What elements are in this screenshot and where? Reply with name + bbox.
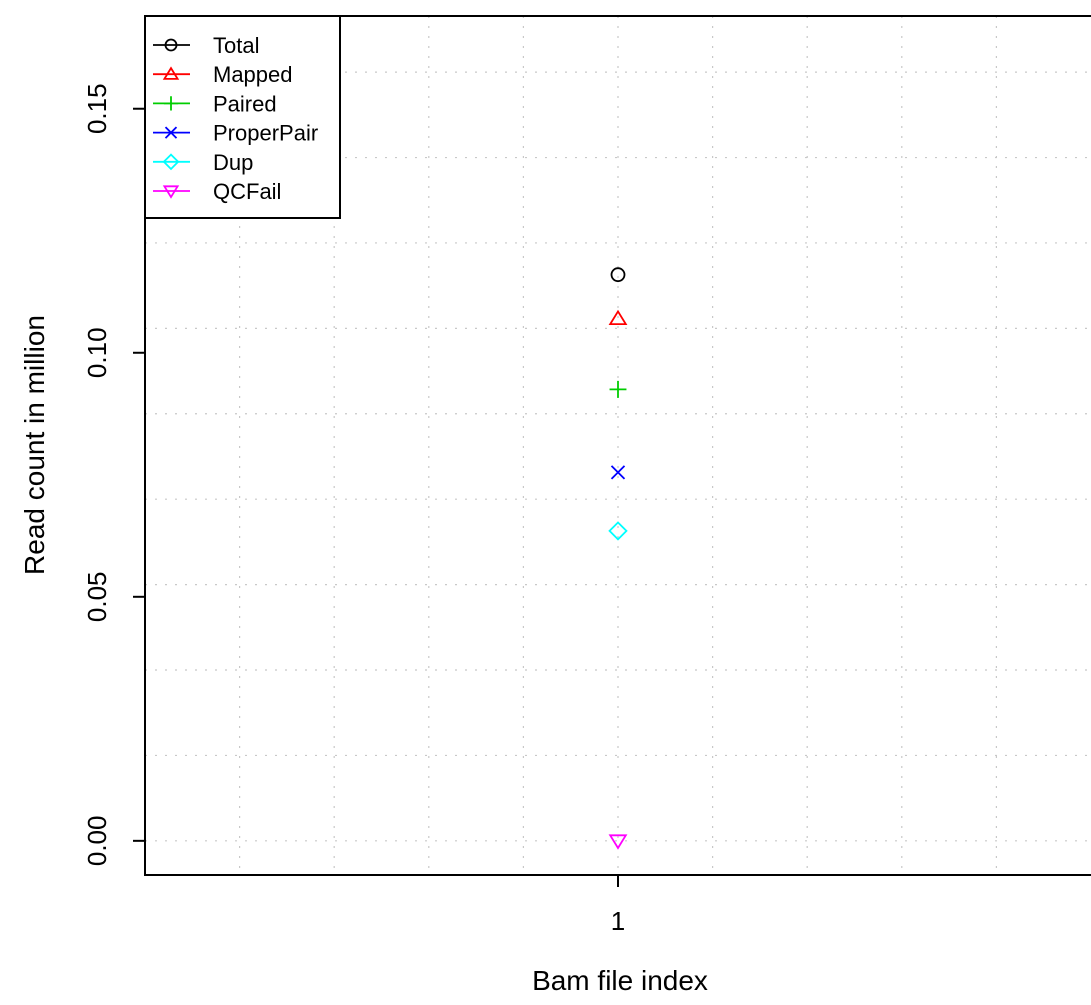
point-mapped <box>608 309 628 326</box>
y-tick-label: 0.05 <box>82 571 112 622</box>
x-tick-label: 1 <box>611 906 625 936</box>
legend-label-dup: Dup <box>213 150 253 175</box>
legend-label-properpair: ProperPair <box>213 121 318 146</box>
point-qcfail <box>608 834 628 850</box>
plot-frame <box>144 15 1091 876</box>
y-axis-title: Read count in million <box>19 315 50 575</box>
legend-label-paired: Paired <box>213 91 277 116</box>
legend-marker-mapped <box>162 66 180 80</box>
legend-marker-properpair <box>164 126 178 139</box>
data-points <box>608 267 628 850</box>
x-axis-title: Bam file index <box>532 965 708 996</box>
point-total <box>610 267 626 283</box>
legend: Total Mapped Paired ProperPair Dup QCFail <box>144 15 341 219</box>
legend-marker-dup <box>162 153 180 171</box>
axes: 0.00 0.05 0.10 0.15 1 <box>82 15 1091 936</box>
legend-label-mapped: Mapped <box>213 62 293 87</box>
legend-label-qcfail: QCFail <box>213 179 281 204</box>
y-tick-label: 0.10 <box>82 327 112 378</box>
point-paired <box>609 380 627 398</box>
point-dup <box>608 521 628 541</box>
legend-marker-total <box>164 38 178 52</box>
legend-box <box>144 15 341 219</box>
y-tick-label: 0.15 <box>82 83 112 134</box>
legend-marker-paired <box>163 96 179 111</box>
point-properpair <box>610 465 626 480</box>
y-tick-label: 0.00 <box>82 816 112 867</box>
legend-label-total: Total <box>213 33 259 58</box>
legend-marker-qcfail <box>162 185 180 199</box>
